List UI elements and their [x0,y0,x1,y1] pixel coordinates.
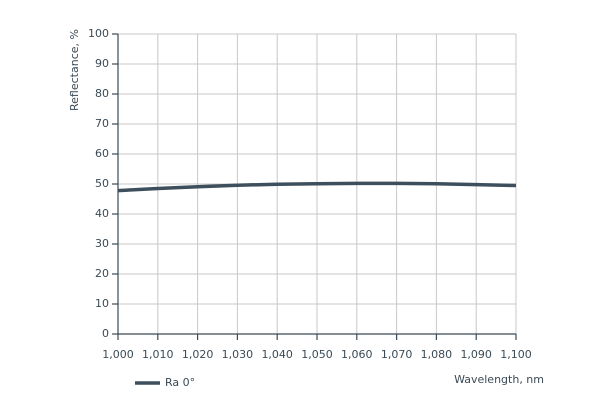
series-line [117,181,517,193]
x-tick-label: 1,100 [500,348,532,361]
y-tick-label: 20 [95,267,109,280]
y-tick-label: 60 [95,147,109,160]
x-tick-label: 1,000 [102,348,134,361]
y-axis-title: Reflectance, % [68,29,81,111]
y-tick-label: 80 [95,87,109,100]
y-tick-label: 0 [102,327,109,340]
y-tick-label: 100 [88,27,109,40]
y-tick-label: 40 [95,207,109,220]
y-tick-label: 50 [95,177,109,190]
y-tick-label: 90 [95,57,109,70]
x-tick-label: 1,040 [261,348,293,361]
legend-label: Ra 0° [165,376,195,389]
x-tick-label: 1,010 [142,348,174,361]
x-tick-label: 1,020 [182,348,214,361]
x-tick-label: 1,060 [341,348,373,361]
x-axis-title: Wavelength, nm [454,373,544,386]
y-tick-label: 30 [95,237,109,250]
x-tick-label: 1,050 [301,348,333,361]
x-tick-label: 1,070 [381,348,413,361]
y-tick-label: 10 [95,297,109,310]
y-tick-label: 70 [95,117,109,130]
x-tick-label: 1,030 [222,348,254,361]
x-tick-label: 1,090 [460,348,492,361]
x-tick-label: 1,080 [421,348,453,361]
